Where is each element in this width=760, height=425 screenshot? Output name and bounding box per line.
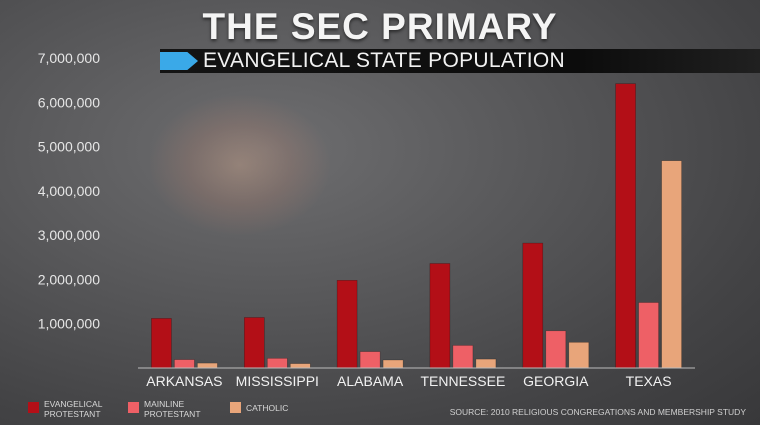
bar-mainline-texas: [638, 302, 659, 369]
bar-catholic-tennessee: [475, 358, 497, 369]
page-title: THE SEC PRIMARY: [202, 6, 558, 47]
arrow-icon: [160, 52, 198, 70]
bar-evangelical-texas: [615, 83, 636, 369]
bar-mainline-georgia: [545, 330, 567, 369]
legend-swatch-evangelical: [28, 402, 39, 413]
y-tick-label: 4,000,000: [38, 183, 100, 199]
bar-catholic-mississippi: [289, 363, 311, 369]
bar-catholic-alabama: [382, 359, 404, 369]
chart-subtitle: EVANGELICAL STATE POPULATION: [203, 49, 565, 72]
x-axis: ARKANSAS MISSISSIPPI ALABAMA TENNESSEE GEORG…: [146, 373, 671, 389]
bar-catholic-arkansas: [197, 362, 218, 369]
source-note: SOURCE: 2010 RELIGIOUS CONGREGATIONS AND…: [449, 407, 746, 417]
bar-mainline-tennessee: [452, 345, 474, 369]
x-category-label: MISSISSIPPI: [236, 373, 319, 389]
x-category-label: ALABAMA: [337, 373, 404, 389]
bar-evangelical-georgia: [522, 242, 544, 369]
legend-label-mainline: MAINLINE PROTESTANT: [144, 399, 201, 419]
bar-catholic-georgia: [568, 341, 590, 369]
y-tick-label: 5,000,000: [38, 139, 100, 155]
x-category-label: TENNESSEE: [420, 373, 505, 389]
legend-label-evangelical: EVANGELICAL PROTESTANT: [44, 399, 103, 419]
x-category-label: TEXAS: [626, 373, 672, 389]
bars: [151, 83, 682, 369]
legend-swatch-catholic: [230, 402, 241, 413]
bar-mainline-alabama: [359, 351, 381, 369]
bar-mainline-mississippi: [266, 357, 288, 369]
bar-evangelical-mississippi: [244, 317, 265, 369]
legend-swatch-mainline: [128, 402, 139, 413]
subtitle-band: [160, 49, 760, 73]
bar-mainline-arkansas: [174, 359, 195, 369]
x-category-label: ARKANSAS: [146, 373, 222, 389]
y-tick-label: 2,000,000: [38, 271, 100, 287]
bar-evangelical-tennessee: [429, 263, 451, 369]
x-category-label: GEORGIA: [523, 373, 589, 389]
y-tick-label: 1,000,000: [38, 316, 100, 332]
legend-label-catholic: CATHOLIC: [246, 403, 289, 413]
y-tick-label: 6,000,000: [38, 94, 100, 110]
y-tick-label: 7,000,000: [38, 50, 100, 66]
y-tick-label: 3,000,000: [38, 227, 100, 243]
bar-catholic-texas: [661, 160, 682, 369]
bar-evangelical-arkansas: [151, 318, 172, 369]
y-axis: 1,000,000 2,000,000 3,000,000 4,000,000 5,00…: [38, 50, 100, 332]
bar-evangelical-alabama: [336, 279, 358, 369]
